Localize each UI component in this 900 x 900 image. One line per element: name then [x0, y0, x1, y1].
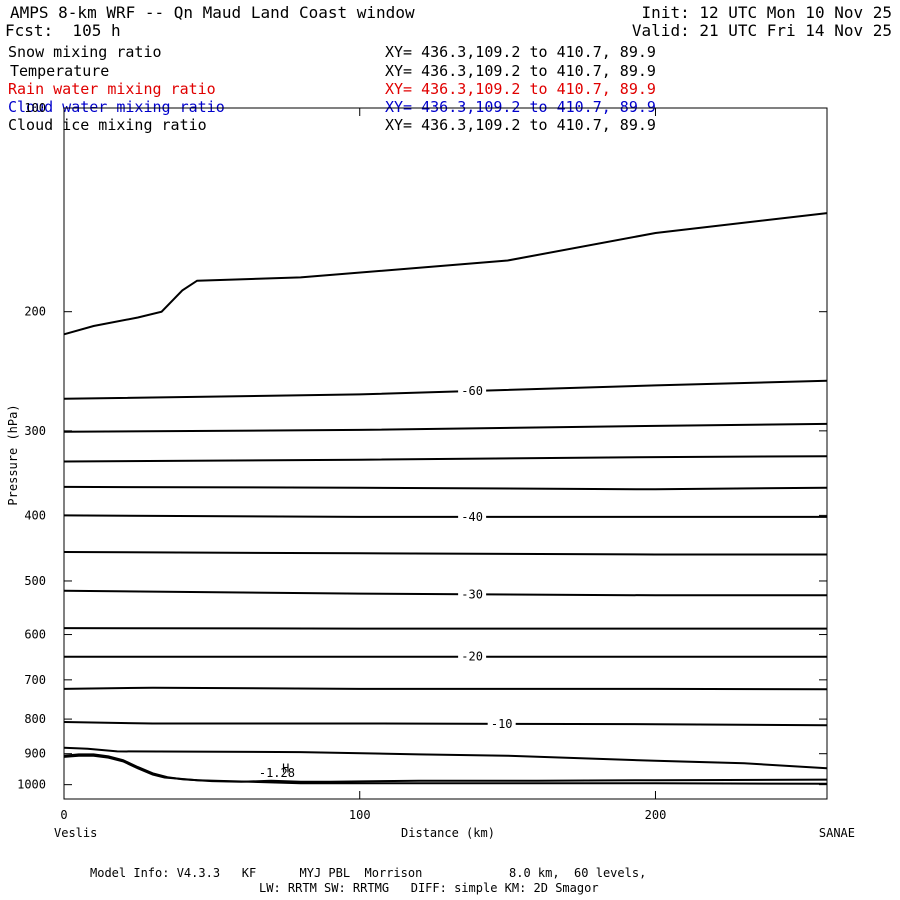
field-name-temperature: Temperature — [10, 62, 110, 80]
field-xy-cloud-ice: XY= 436.3,109.2 to 410.7, 89.9 — [385, 116, 656, 134]
contour-line — [63, 754, 828, 785]
field-name-cloud-water: Cloud water mixing ratio — [8, 98, 225, 116]
contour-line — [63, 455, 828, 463]
x-tick-label: 200 — [645, 808, 667, 822]
contour-line — [63, 686, 828, 691]
y-tick-label: 1000 — [17, 778, 46, 792]
y-tick-label: 600 — [24, 628, 46, 642]
y-tick-label: 900 — [24, 747, 46, 761]
y-tick-label: 700 — [24, 673, 46, 687]
chart-annotation: H — [282, 762, 289, 776]
model-info-line2: LW: RRTM SW: RRTMG DIFF: simple KM: 2D S… — [259, 881, 599, 895]
y-tick-label: 200 — [24, 305, 46, 319]
contour-label: -20 — [461, 650, 483, 664]
x-end-label-right: SANAE — [819, 826, 855, 840]
chart-title: AMPS 8-km WRF -- Qn Maud Land Coast wind… — [10, 3, 415, 22]
y-tick-label: 300 — [24, 424, 46, 438]
contour-line — [63, 212, 828, 336]
contour-label-bg — [458, 509, 487, 524]
contour-line — [63, 485, 828, 491]
y-tick-label: 400 — [24, 508, 46, 522]
contour-label-bg — [458, 649, 487, 664]
field-name-snow: Snow mixing ratio — [8, 43, 162, 61]
field-xy-temperature: XY= 436.3,109.2 to 410.7, 89.9 — [385, 62, 656, 80]
contour-label: -40 — [461, 510, 483, 524]
forecast-hour: Fcst: 105 h — [5, 21, 121, 40]
y-tick-label: 800 — [24, 712, 46, 726]
field-name-cloud-ice: Cloud ice mixing ratio — [8, 116, 207, 134]
y-tick-label: 500 — [24, 574, 46, 588]
contour-label-bg — [487, 716, 516, 731]
x-tick-label: 0 — [60, 808, 67, 822]
contour-line — [63, 422, 828, 433]
y-axis-label: Pressure (hPa) — [6, 404, 20, 505]
contour-line — [63, 551, 827, 556]
contour-line — [63, 753, 828, 783]
contour-label: -60 — [461, 384, 483, 398]
valid-time: Valid: 21 UTC Fri 14 Nov 25 — [631, 21, 892, 40]
field-name-rain: Rain water mixing ratio — [8, 80, 216, 98]
contour-line — [63, 746, 828, 770]
contour-label: -30 — [461, 587, 483, 601]
contour-line — [63, 589, 827, 597]
contour-line — [63, 627, 827, 630]
x-end-label-left: Veslis — [54, 826, 97, 840]
x-axis-ticks: 0 100 200 — [60, 108, 666, 822]
contour-label: -10 — [491, 717, 513, 731]
x-tick-label: 100 — [349, 808, 371, 822]
contour-label-bg — [458, 384, 487, 399]
y-tick-label: 100 — [24, 101, 46, 115]
init-time: Init: 12 UTC Mon 10 Nov 25 — [641, 3, 892, 22]
field-xy-snow: XY= 436.3,109.2 to 410.7, 89.9 — [385, 43, 656, 61]
contour-line — [63, 514, 827, 518]
field-xy-rain: XY= 436.3,109.2 to 410.7, 89.9 — [385, 80, 656, 98]
temperature-contours: -60 -40 -30 -20 -10 — [63, 212, 828, 785]
contour-label-bg — [458, 587, 487, 602]
x-axis-label: Distance (km) — [401, 826, 495, 840]
contour-line — [63, 721, 828, 727]
contour-line — [63, 379, 828, 400]
chart-annotations: H-1.28 — [259, 762, 295, 781]
chart-annotation: -1.28 — [259, 766, 295, 780]
y-axis-ticks: 100 200 300 400 500 600 700 800 900 1000 — [17, 101, 827, 792]
field-xy-cloud-water: XY= 436.3,109.2 to 410.7, 89.9 — [385, 98, 656, 116]
plot-frame — [63, 107, 828, 800]
model-info-line1: Model Info: V4.3.3 KF MYJ PBL Morrison 8… — [90, 866, 647, 880]
